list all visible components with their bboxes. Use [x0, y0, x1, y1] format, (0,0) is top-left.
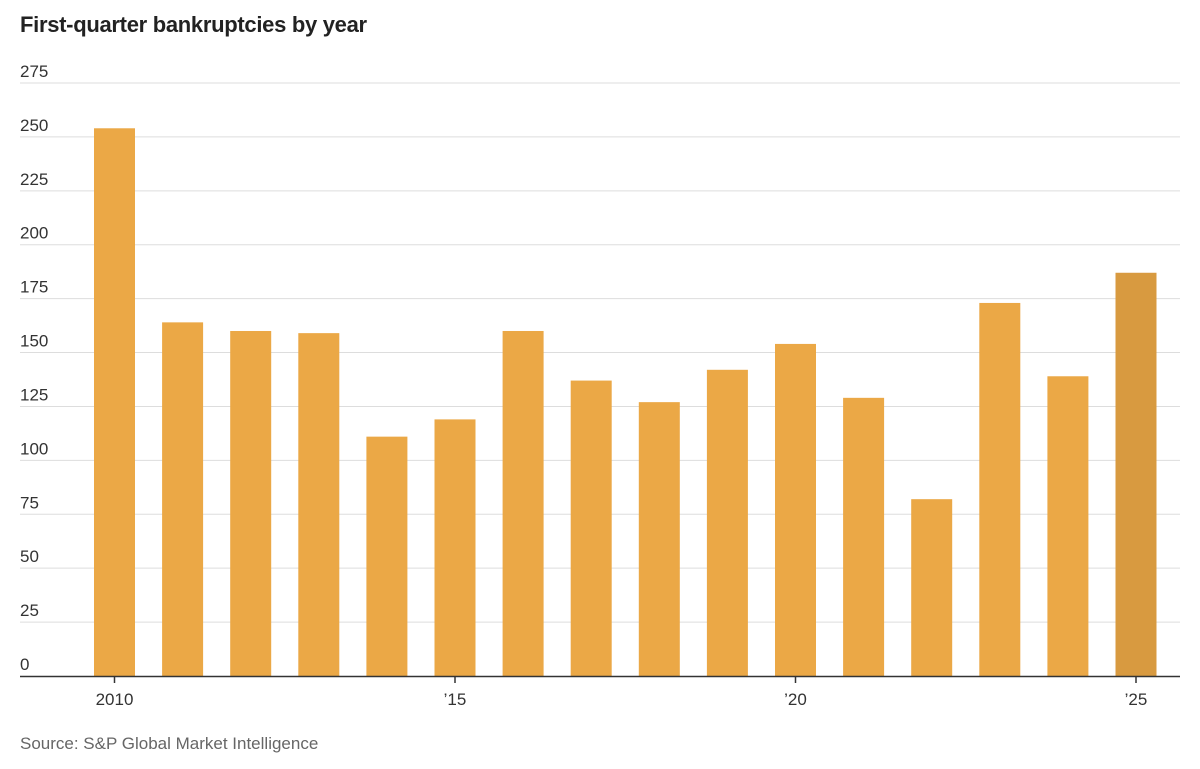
- x-tick-label: ’20: [784, 690, 807, 709]
- x-tick-label: ’25: [1125, 690, 1148, 709]
- bar-2020: [775, 343, 816, 676]
- bar-2015: [434, 419, 476, 676]
- bar-2024: [1047, 376, 1089, 676]
- y-tick-label: 250: [20, 116, 48, 135]
- bar-chart: 0 25 50 75 100 125 150 175 200 225 250 275 2010 ’15 ’…: [20, 62, 1180, 709]
- y-tick-label: 275: [20, 62, 48, 81]
- chart-title: First-quarter bankruptcies by year: [20, 12, 367, 37]
- x-tick-label: 2010: [96, 690, 134, 709]
- bar-2023: [979, 302, 1021, 676]
- bar-2021: [843, 397, 885, 676]
- bar-2019: [706, 369, 748, 676]
- y-tick-label: 175: [20, 278, 48, 297]
- bars: [94, 128, 1157, 676]
- y-tick-label: 200: [20, 224, 48, 243]
- bar-2017: [570, 380, 612, 676]
- source-note: Source: S&P Global Market Intelligence: [20, 734, 319, 753]
- y-tick-label: 100: [20, 439, 48, 458]
- bar-2014: [366, 436, 408, 676]
- bar-2013: [298, 333, 340, 676]
- x-tick-label: ’15: [444, 690, 467, 709]
- bar-2010: [94, 128, 135, 676]
- y-tick-label: 150: [20, 332, 48, 351]
- y-tick-label: 0: [20, 655, 29, 674]
- y-tick-label: 25: [20, 601, 39, 620]
- y-tick-label: 50: [20, 547, 39, 566]
- y-axis-tick-labels: 0 25 50 75 100 125 150 175 200 225 250 275: [20, 62, 48, 674]
- bar-2012: [230, 330, 272, 676]
- bar-2022: [911, 499, 953, 676]
- y-tick-label: 125: [20, 385, 48, 404]
- bar-2016: [502, 330, 544, 676]
- y-tick-label: 225: [20, 170, 48, 189]
- y-tick-label: 75: [20, 493, 39, 512]
- bar-2025: [1115, 272, 1157, 676]
- x-axis-tick-labels: 2010 ’15 ’20 ’25: [96, 676, 1148, 709]
- bar-2018: [638, 402, 680, 676]
- bar-2011: [162, 322, 204, 676]
